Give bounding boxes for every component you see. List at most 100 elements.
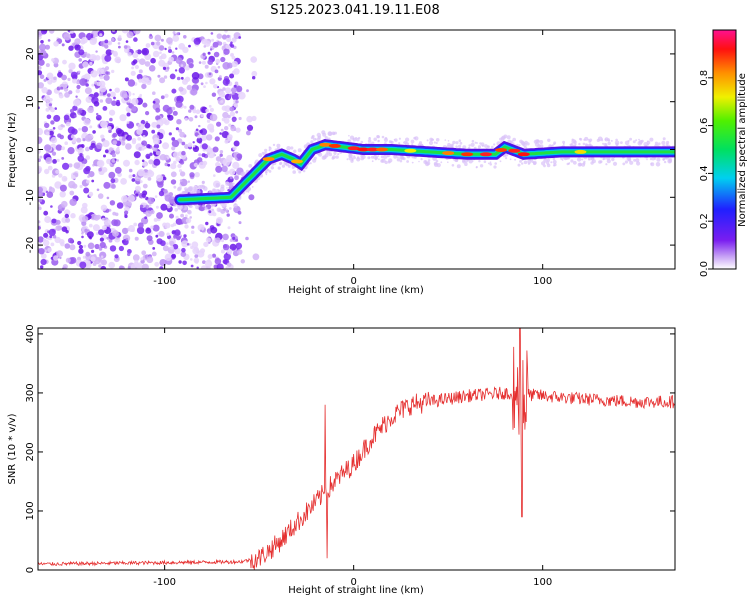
noise-blob bbox=[77, 155, 85, 162]
halo-blob bbox=[620, 141, 623, 145]
noise-blob bbox=[231, 55, 236, 60]
halo-blob bbox=[212, 188, 216, 192]
noise-blob bbox=[43, 232, 49, 238]
halo-blob bbox=[406, 160, 409, 163]
noise-blob bbox=[71, 138, 76, 143]
noise-blob bbox=[211, 253, 217, 258]
halo-blob bbox=[173, 185, 177, 189]
noise-blob bbox=[164, 47, 167, 51]
snr-y-label: SNR (10 * v/v) bbox=[7, 413, 18, 484]
halo-blob bbox=[346, 158, 349, 161]
noise-blob bbox=[171, 88, 177, 94]
noise-blob bbox=[215, 165, 223, 173]
halo-blob bbox=[447, 161, 449, 163]
noise-blob bbox=[99, 75, 104, 80]
halo-blob bbox=[373, 137, 378, 142]
noise-blob bbox=[91, 179, 95, 183]
noise-blob bbox=[136, 226, 145, 235]
halo-blob bbox=[426, 139, 429, 142]
halo-blob bbox=[333, 151, 337, 155]
noise-blob bbox=[48, 103, 53, 107]
noise-blob bbox=[133, 151, 141, 159]
colorbar-frame bbox=[712, 29, 737, 270]
halo-blob bbox=[196, 189, 201, 195]
noise-blob bbox=[179, 160, 185, 165]
noise-blob bbox=[38, 236, 44, 243]
halo-blob bbox=[277, 166, 281, 170]
x-tick-label: 0 bbox=[350, 276, 356, 287]
noise-blob bbox=[56, 250, 63, 257]
noise-blob bbox=[222, 158, 231, 167]
noise-blob bbox=[181, 247, 186, 253]
noise-blob bbox=[123, 45, 128, 49]
halo-blob bbox=[247, 190, 250, 193]
noise-blob bbox=[92, 224, 100, 232]
noise-blob bbox=[224, 126, 229, 131]
y-tick-label: 0 bbox=[25, 567, 36, 573]
noise-blob bbox=[212, 41, 219, 48]
noise-blob bbox=[157, 74, 161, 78]
noise-blob bbox=[106, 158, 112, 165]
halo-blob bbox=[368, 137, 371, 140]
noise-blob bbox=[139, 58, 146, 65]
noise-blob bbox=[250, 56, 257, 63]
halo-blob bbox=[310, 140, 314, 144]
noise-blob bbox=[136, 73, 143, 80]
noise-blob bbox=[127, 201, 132, 207]
noise-blob bbox=[222, 233, 229, 241]
noise-blob bbox=[178, 260, 182, 264]
noise-blob bbox=[171, 146, 176, 151]
noise-blob bbox=[185, 214, 188, 218]
noise-blob bbox=[155, 234, 159, 238]
halo-blob bbox=[271, 163, 275, 166]
halo-blob bbox=[474, 141, 477, 144]
ridge-hotspot bbox=[357, 147, 370, 152]
noise-blob bbox=[209, 48, 213, 51]
noise-blob bbox=[180, 251, 187, 257]
noise-blob bbox=[134, 259, 139, 264]
halo-blob bbox=[357, 136, 361, 140]
halo-blob bbox=[541, 161, 546, 166]
noise-blob bbox=[101, 217, 106, 222]
noise-blob bbox=[105, 97, 113, 104]
noise-blob bbox=[51, 218, 57, 224]
colorbar-tick-label: 0.4 bbox=[699, 165, 710, 181]
noise-blob bbox=[194, 115, 198, 119]
noise-blob bbox=[216, 263, 224, 269]
noise-blob bbox=[116, 159, 119, 162]
noise-blob bbox=[197, 135, 201, 139]
noise-blob bbox=[108, 171, 116, 179]
ridge-hotspot bbox=[461, 152, 474, 157]
noise-blob bbox=[149, 33, 152, 37]
noise-blob bbox=[38, 136, 43, 144]
noise-blob bbox=[215, 237, 221, 243]
noise-blob bbox=[155, 115, 161, 121]
spectrogram-x-label: Height of straight line (km) bbox=[288, 285, 424, 296]
halo-blob bbox=[477, 145, 482, 149]
noise-blob bbox=[44, 249, 47, 253]
spectrogram-y-ticks: -20 -10 0 10 20 bbox=[25, 48, 675, 253]
noise-blob bbox=[128, 168, 133, 173]
noise-blob bbox=[40, 49, 47, 57]
noise-blob bbox=[52, 159, 57, 164]
noise-blob bbox=[238, 36, 242, 39]
noise-blob bbox=[51, 58, 55, 62]
noise-blob bbox=[151, 121, 158, 128]
noise-blob bbox=[121, 195, 128, 203]
halo-blob bbox=[456, 164, 461, 169]
noise-blob bbox=[57, 133, 62, 138]
noise-blob bbox=[193, 257, 200, 264]
halo-blob bbox=[328, 152, 333, 157]
noise-blob bbox=[163, 75, 168, 79]
noise-blob bbox=[142, 161, 148, 167]
noise-blob bbox=[109, 88, 112, 92]
noise-blob bbox=[190, 264, 194, 268]
ridge-hotspot bbox=[376, 147, 388, 152]
noise-blob bbox=[166, 37, 173, 44]
halo-blob bbox=[646, 158, 648, 161]
noise-blob bbox=[210, 226, 218, 234]
halo-blob bbox=[629, 160, 634, 165]
noise-blob bbox=[230, 41, 233, 44]
noise-blob bbox=[46, 72, 54, 80]
